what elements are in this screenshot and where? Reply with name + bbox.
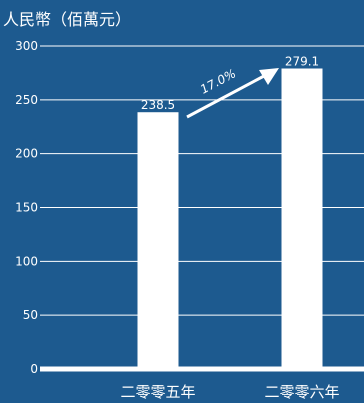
y-tick-label: 50 [23,308,38,322]
x-tick-label: 二零零六年 [264,383,339,401]
growth-arrow-line [186,74,265,119]
y-tick-label: 0 [30,362,38,376]
y-tick-label: 100 [15,254,38,268]
y-tick-label: 250 [15,93,38,107]
x-tick-label: 二零零五年 [120,383,195,401]
bar [281,68,323,370]
growth-arrow-head [259,68,279,85]
bar-value-labels: 238.5 279.1 [141,55,319,113]
baseline [40,366,364,372]
bar [137,112,179,369]
bar-value-label: 279.1 [285,55,319,69]
y-axis-label: 人民幣（佰萬元） [3,10,131,29]
y-tick-label: 300 [15,39,38,53]
x-tick-labels: 二零零五年 二零零六年 [120,383,339,401]
bar-value-label: 238.5 [141,98,175,112]
bars [137,68,323,370]
y-tick-label: 150 [15,201,38,215]
y-tick-label: 200 [15,147,38,161]
y-tick-labels: 0 50 100 150 200 250 300 [15,39,38,376]
